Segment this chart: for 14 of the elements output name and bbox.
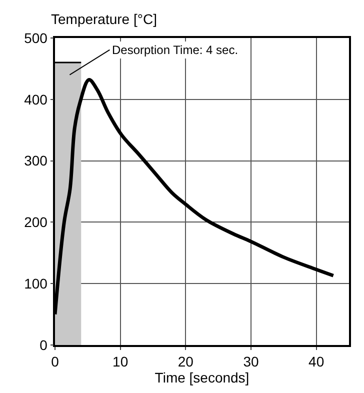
annotation: Desorption Time: 4 sec. [112, 43, 238, 57]
y-tick-label: 300 [24, 152, 48, 169]
x-tick-label: 0 [51, 354, 60, 370]
x-tick-label: 40 [308, 354, 324, 370]
y-tick-label: 0 [40, 336, 48, 353]
x-axis-title: Time [seconds] [154, 370, 250, 386]
y-tick-label: 400 [24, 91, 48, 108]
y-tick-label: 500 [24, 30, 48, 46]
x-tick-label: 30 [243, 354, 259, 370]
y-axis-title: Temperature [°C] [51, 11, 157, 27]
x-tick-label: 20 [178, 354, 194, 370]
y-tick-label: 100 [24, 276, 48, 292]
y-tick-label: 200 [24, 214, 48, 230]
x-tick-label: 10 [112, 354, 128, 370]
